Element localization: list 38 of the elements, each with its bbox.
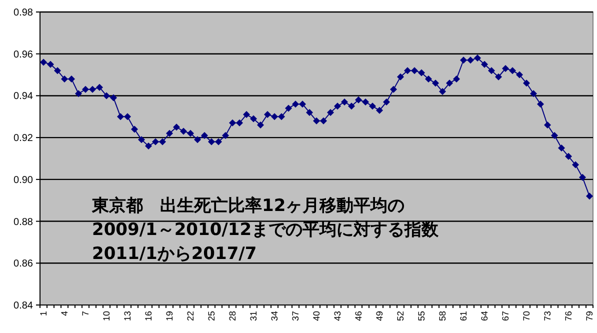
x-tick-label: 70 [522, 311, 532, 322]
x-tick-label: 76 [564, 311, 574, 322]
y-tick-label: 0.98 [14, 8, 34, 18]
x-tick-label: 46 [354, 311, 364, 322]
x-tick-label: 4 [60, 311, 70, 316]
x-tick-label: 16 [144, 311, 154, 322]
y-tick-label: 0.90 [14, 174, 34, 186]
x-tick-label: 19 [164, 311, 174, 322]
x-tick-label: 1 [38, 311, 48, 316]
x-tick-label: 22 [186, 311, 196, 322]
x-tick-label: 37 [290, 311, 300, 322]
x-tick-label: 67 [500, 311, 510, 322]
y-tick-label: 0.96 [14, 49, 34, 60]
x-tick-label: 58 [438, 311, 448, 322]
x-tick-label: 73 [542, 311, 552, 322]
x-tick-label: 25 [206, 311, 216, 322]
x-tick-label: 79 [584, 311, 594, 322]
y-tick-label: 0.84 [14, 300, 34, 312]
y-tick-label: 0.94 [14, 91, 34, 102]
annotation: 2009/1～2010/12までの平均に対する指数 [92, 220, 440, 240]
x-tick-label: 55 [416, 311, 426, 322]
x-tick-label: 7 [80, 311, 90, 316]
y-tick-label: 0.88 [14, 216, 34, 228]
x-tick-label: 64 [480, 311, 490, 322]
x-tick-label: 49 [374, 311, 384, 322]
x-tick-label: 52 [396, 311, 406, 322]
x-tick-label: 13 [122, 311, 132, 322]
x-tick-label: 10 [102, 311, 112, 322]
annotation: 2011/1から2017/7 [92, 244, 257, 264]
y-tick-label: 0.86 [14, 258, 34, 270]
y-tick-label: 0.92 [14, 133, 34, 144]
annotation: 東京都 出生死亡比率12ヶ月移動平均の [91, 196, 405, 216]
x-tick-label: 61 [458, 311, 468, 322]
x-tick-label: 28 [228, 311, 238, 322]
x-tick-label: 31 [248, 311, 258, 322]
x-tick-label: 40 [312, 311, 322, 322]
x-tick-label: 43 [332, 311, 342, 322]
x-tick-label: 34 [270, 311, 280, 322]
